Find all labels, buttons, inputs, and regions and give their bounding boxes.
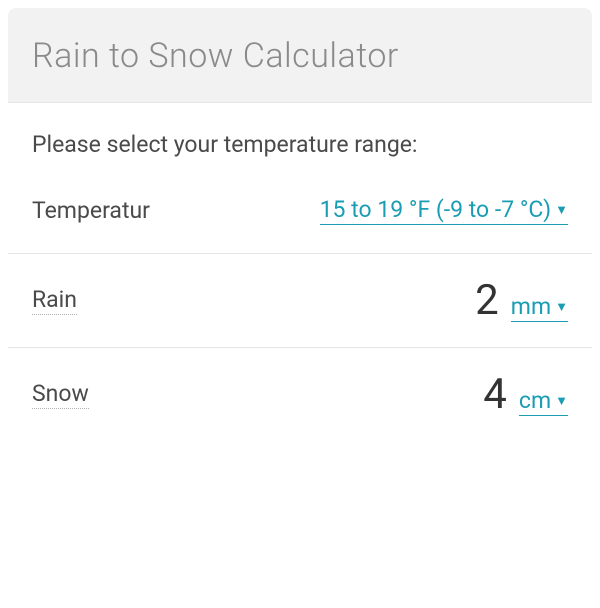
calculator-card: Rain to Snow Calculator Please select yo… [8,8,592,441]
rain-unit: mm [511,293,551,320]
snow-label: Snow [32,380,89,409]
temperature-section: Please select your temperature range: Te… [8,102,592,253]
rain-value-group: 2 mm ▼ [475,276,568,325]
rain-label: Rain [32,286,77,315]
rain-row: Rain 2 mm ▼ [8,254,592,347]
rain-unit-dropdown[interactable]: mm ▼ [511,293,568,322]
chevron-down-icon: ▼ [555,393,568,409]
snow-unit: cm [519,387,551,414]
temperature-value: 15 to 19 °F (-9 to -7 °C) [320,196,552,223]
chevron-down-icon: ▼ [555,202,568,218]
temperature-row: Temperatur 15 to 19 °F (-9 to -7 °C) ▼ [8,178,592,253]
page-title: Rain to Snow Calculator [8,8,592,102]
snow-row: Snow 4 cm ▼ [8,347,592,441]
prompt-text: Please select your temperature range: [8,103,592,178]
snow-unit-dropdown[interactable]: cm ▼ [519,387,568,416]
temperature-label: Temperatur [32,197,150,225]
chevron-down-icon: ▼ [555,299,568,315]
rain-section: Rain 2 mm ▼ Snow 4 cm ▼ [8,253,592,441]
snow-value-group: 4 cm ▼ [483,370,568,419]
snow-value[interactable]: 4 [483,370,507,419]
temperature-dropdown[interactable]: 15 to 19 °F (-9 to -7 °C) ▼ [320,196,568,225]
rain-value[interactable]: 2 [475,276,499,325]
